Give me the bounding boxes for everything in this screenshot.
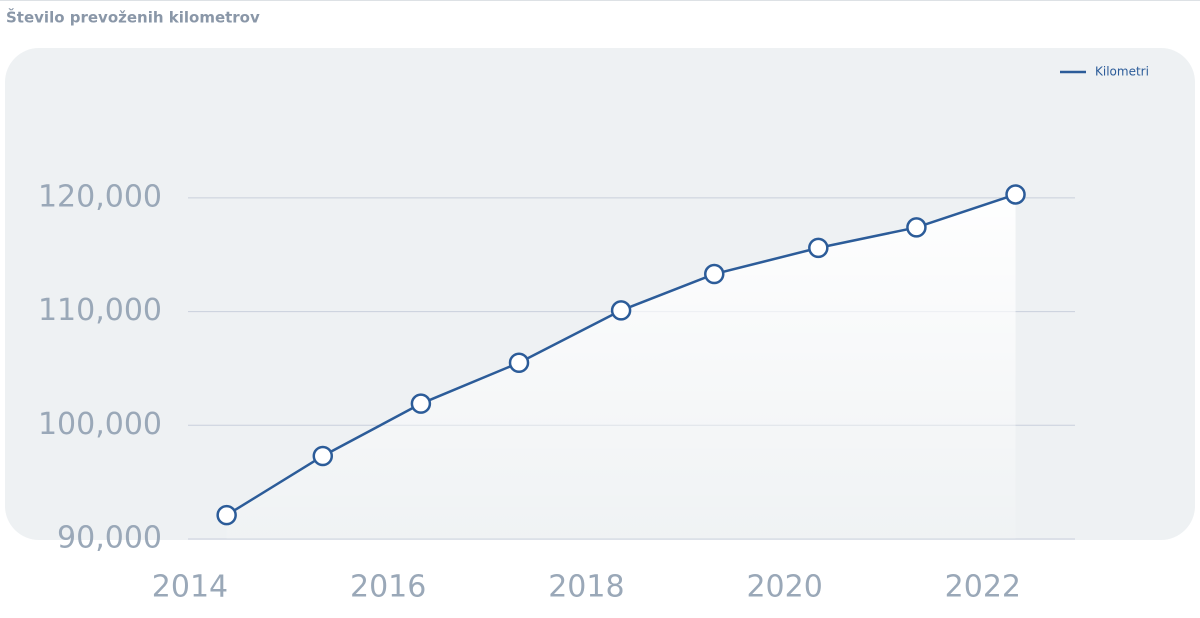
y-tick-label: 90,000: [57, 521, 162, 556]
chart-title: Število prevoženih kilometrov: [6, 8, 260, 27]
y-tick-label: 100,000: [38, 407, 162, 442]
x-tick-label: 2016: [350, 570, 426, 605]
x-tick-label: 2014: [152, 570, 228, 605]
x-tick-label: 2018: [548, 570, 624, 605]
y-tick-label: 110,000: [38, 293, 162, 328]
point: [610, 300, 632, 321]
point: [906, 217, 927, 238]
area: [226, 194, 1016, 539]
legend-label: Kilometri: [1095, 65, 1149, 79]
point: [216, 504, 237, 526]
point: [410, 393, 432, 414]
y-tick-label: 120,000: [38, 179, 162, 214]
point: [312, 445, 334, 467]
point: [508, 352, 530, 373]
point: [808, 237, 829, 259]
x-tick-label: 2022: [945, 570, 1021, 605]
point: [1005, 184, 1026, 205]
point: [704, 263, 725, 285]
x-tick-label: 2020: [746, 570, 822, 605]
